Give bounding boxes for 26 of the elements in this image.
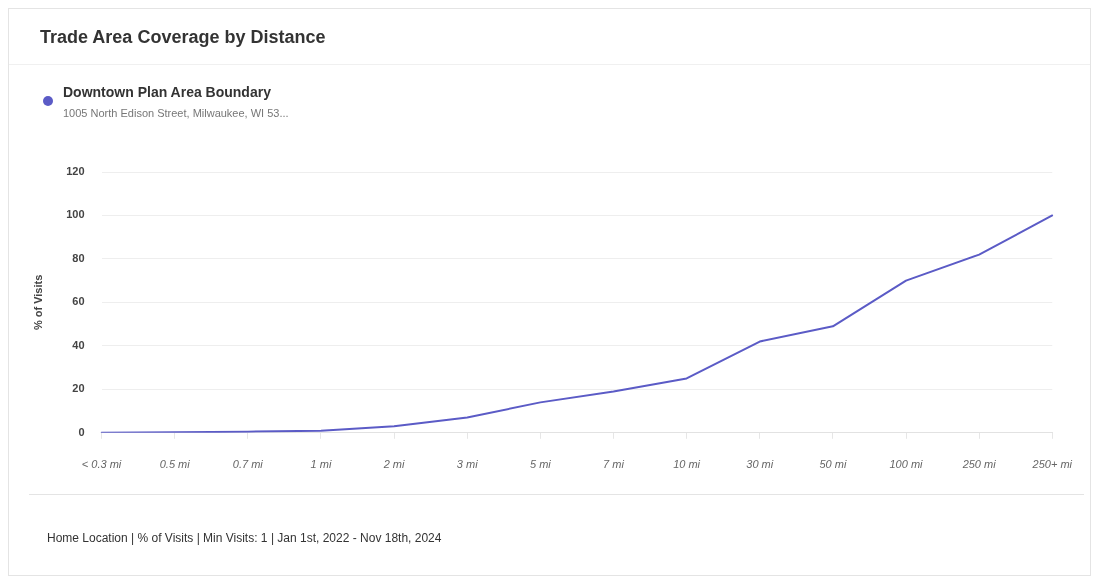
chart-subtitle: 1005 North Edison Street, Milwaukee, WI 53... bbox=[63, 107, 289, 120]
y-tick-label: 20 bbox=[72, 382, 85, 395]
x-tick-label: 50 mi bbox=[819, 458, 847, 471]
y-tick-label: 100 bbox=[66, 208, 85, 221]
y-tick-label: 40 bbox=[72, 338, 85, 351]
y-tick-label: 120 bbox=[66, 165, 85, 178]
x-tick-label: < 0.3 mi bbox=[81, 458, 122, 471]
y-tick-label: 60 bbox=[72, 295, 85, 308]
x-tick-label: 1 mi bbox=[310, 458, 332, 471]
x-tick-label: 0.7 mi bbox=[232, 458, 264, 471]
x-tick-label: 10 mi bbox=[673, 458, 701, 471]
x-tick-label: 2 mi bbox=[382, 458, 406, 471]
x-tick-label: 3 mi bbox=[456, 458, 479, 471]
x-tick-label: 0.5 mi bbox=[159, 458, 191, 471]
y-axis-title: % of Visits bbox=[31, 274, 44, 331]
x-tick-label: 5 mi bbox=[529, 458, 552, 471]
y-tick-label: 0 bbox=[78, 425, 85, 438]
chart-title: Trade Area Coverage by Distance bbox=[40, 27, 326, 48]
x-tick-label: 250+ mi bbox=[1031, 458, 1073, 471]
x-tick-label: 7 mi bbox=[603, 458, 625, 471]
legend-label: Downtown Plan Area Boundary bbox=[63, 83, 272, 100]
x-tick-label: 100 mi bbox=[889, 458, 924, 471]
text: Home Location | % of Visits | Min Visits: 1 | Jan 1st, 2022 - Nov 18th, 2024 bbox=[47, 530, 442, 547]
y-tick-label: 80 bbox=[72, 251, 85, 264]
x-tick-label: 250 mi bbox=[961, 458, 997, 471]
x-tick-label: 30 mi bbox=[746, 458, 774, 471]
